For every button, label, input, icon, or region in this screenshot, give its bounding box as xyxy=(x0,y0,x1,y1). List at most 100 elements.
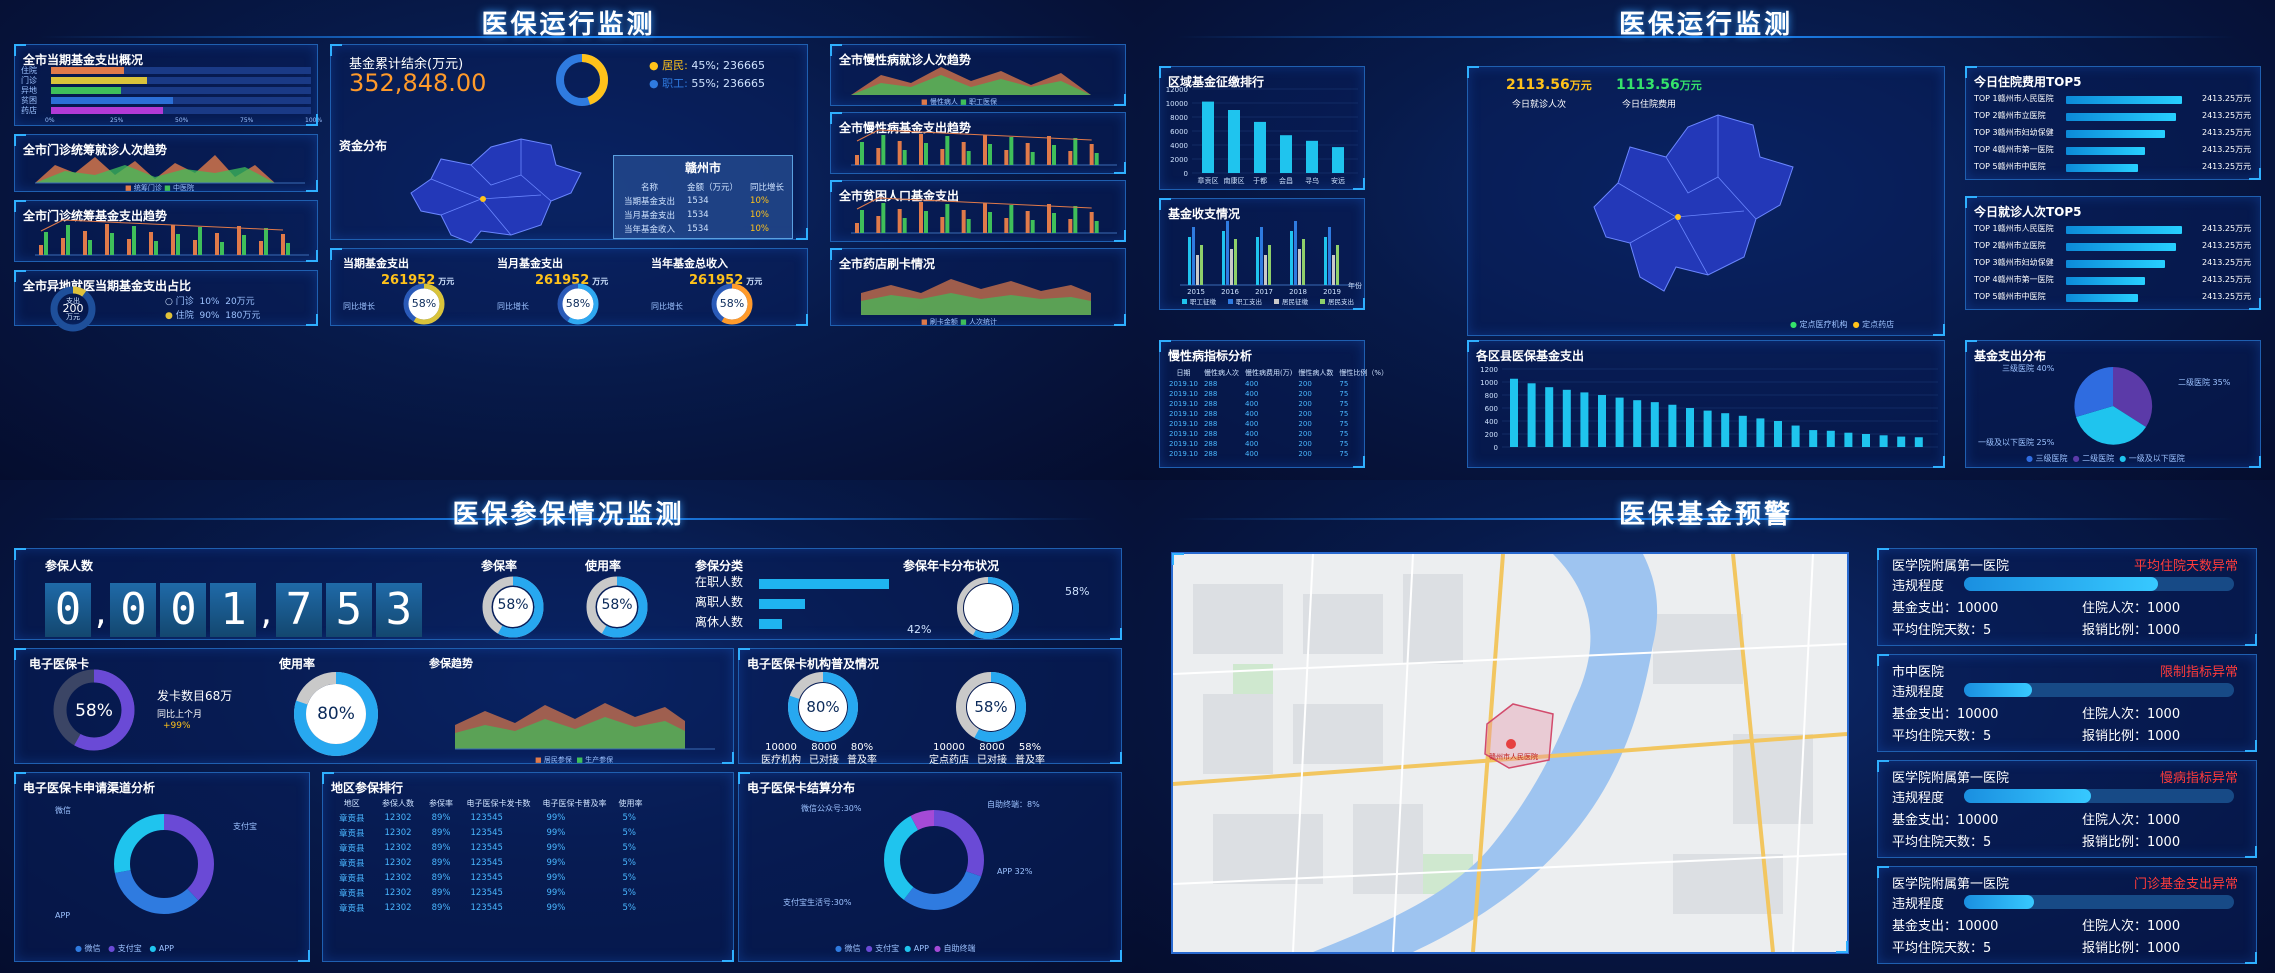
kpi-donut xyxy=(403,283,445,325)
table-cell: 75 xyxy=(1339,440,1349,448)
legend-pct: 55%; xyxy=(691,77,720,90)
kpi-label: 当月基金支出 xyxy=(497,257,563,270)
expense-bar xyxy=(51,67,124,74)
stat-label: 今日住院费用 xyxy=(1622,100,1677,110)
kpi-label: 当期基金支出 xyxy=(343,257,409,270)
org-num: 10000 xyxy=(765,742,797,753)
table-cell: 99% xyxy=(546,842,566,853)
ratio-name: 住院 xyxy=(175,311,194,321)
table-cell: 123545 xyxy=(470,887,503,898)
legend-label: 中医院 xyxy=(172,184,194,192)
tip-header: 金额（万元） xyxy=(687,183,739,193)
bar xyxy=(1089,212,1094,233)
tick-label: 0% xyxy=(45,117,55,124)
bar xyxy=(154,241,158,255)
table-row: 2019.10 288 400 200 75 xyxy=(1166,419,1391,429)
bar xyxy=(1009,205,1014,233)
stat-unit: 万元 xyxy=(1569,79,1592,92)
kpi-sub: 同比增长 xyxy=(343,302,375,311)
dashboard-warning: 医保基金预警 赣州市人民医院 医学院附属第一医院 平均住院天数异常 违规程度 基金支出… xyxy=(1137,480,2275,973)
x-tick: 2016 xyxy=(1221,288,1239,296)
org-pct: 58% xyxy=(974,698,1008,716)
table-cell: 123545 xyxy=(470,827,503,838)
fund-donut xyxy=(556,54,608,106)
alert-metric: 报销比例：1000 xyxy=(2082,835,2181,850)
top-bar xyxy=(2066,113,2177,121)
alert-metric: 基金支出：10000 xyxy=(1892,601,1999,616)
ganzhou-map[interactable] xyxy=(1568,107,1848,317)
bar xyxy=(983,203,987,233)
top-bar xyxy=(2066,164,2138,172)
table-cell: 89% xyxy=(431,872,451,883)
tick-label: 50% xyxy=(175,117,189,124)
table-cell: 5% xyxy=(622,842,636,853)
panel-poverty-spend: 全市贫困人口基金支出 xyxy=(830,180,1126,242)
county-bar xyxy=(1826,430,1835,447)
panel-street-map[interactable]: 赣州市人民医院 xyxy=(1171,552,1849,954)
legend-label: 居民支出 xyxy=(1328,297,1354,306)
ratio-donut xyxy=(50,286,96,332)
violation-track xyxy=(1964,895,2234,909)
bar xyxy=(860,142,864,165)
bar xyxy=(961,142,966,165)
alert-card[interactable]: 医学院附属第一医院 平均住院天数异常 违规程度 基金支出：10000 住院人次：1000… xyxy=(1877,548,2257,646)
table-cell: 400 xyxy=(1244,400,1259,408)
alert-card[interactable]: 市中医院 限制指标异常 违规程度 基金支出：10000 住院人次：1000 平均住院天数：… xyxy=(1877,654,2257,752)
top-label: TOP 1赣州市人民医院 xyxy=(1974,94,2054,103)
bar xyxy=(1068,219,1073,233)
insured-rate-donut xyxy=(482,576,544,638)
legend-label: 刷卡金额 xyxy=(929,318,958,326)
table-cell: 200 xyxy=(1298,420,1312,428)
ganzhou-map[interactable] xyxy=(381,135,641,245)
tip-header: 名称 xyxy=(641,183,659,193)
bar xyxy=(876,216,881,233)
pharmacy-area-chart xyxy=(861,279,1091,315)
rank-bar xyxy=(1306,140,1318,173)
stat-value: 1113.56 xyxy=(1616,77,1680,93)
alert-metric: 平均住院天数：5 xyxy=(1892,623,1992,638)
table-cell: 5% xyxy=(622,812,636,823)
bar xyxy=(39,245,43,255)
bar-track xyxy=(51,97,311,104)
bar xyxy=(1004,150,1009,165)
violation-fill xyxy=(1964,789,2091,803)
alert-card[interactable]: 医学院附属第一医院 门诊基金支出异常 违规程度 基金支出：10000 住院人次：1000… xyxy=(1877,866,2257,964)
tick-label: 75% xyxy=(240,117,254,124)
age-pct: 42% xyxy=(907,623,932,636)
panel-title: 电子医保卡机构普及情况 xyxy=(747,657,880,671)
table-cell: 123545 xyxy=(470,842,503,853)
table-cell: 288 xyxy=(1203,390,1218,398)
street-map[interactable] xyxy=(1172,553,1848,953)
kpi-sub: 同比增长 xyxy=(651,302,683,311)
bar-track xyxy=(51,77,311,84)
bar xyxy=(945,136,950,165)
panel-title: 基金支出分布 xyxy=(1974,349,2047,363)
top-bar xyxy=(2066,260,2165,268)
table-cell: 89% xyxy=(431,857,451,868)
legend-num: 236665 xyxy=(722,59,765,72)
table-header: 参保率 xyxy=(429,799,454,808)
bar xyxy=(1030,220,1035,233)
top-label: TOP 4赣州市第一医院 xyxy=(1974,145,2054,154)
rate-label: 使用率 xyxy=(585,559,622,573)
bar-track xyxy=(51,87,311,94)
ecard-yoy-value: +99% xyxy=(163,721,191,731)
fund-balance-label: 基金累计结余(万元) xyxy=(349,57,464,72)
title-underline xyxy=(40,36,1097,38)
income-bar xyxy=(1260,227,1263,285)
table-cell: 200 xyxy=(1298,430,1312,438)
bar xyxy=(966,219,971,233)
table-row: 章贡县 12302 89% 123545 99% 5% xyxy=(329,900,648,915)
table-cell: 200 xyxy=(1298,440,1312,448)
table-cell: 400 xyxy=(1244,430,1259,438)
top-value: 2413.25万元 xyxy=(2202,275,2252,284)
alert-card[interactable]: 医学院附属第一医院 慢病指标异常 违规程度 基金支出：10000 住院人次：1000 平均… xyxy=(1877,760,2257,858)
bar xyxy=(193,240,197,255)
county-bar xyxy=(1809,430,1818,447)
kpi-unit: 万元 xyxy=(592,277,609,286)
top-label: TOP 2赣州市立医院 xyxy=(1974,241,2046,250)
table-cell: 75 xyxy=(1339,420,1349,428)
usage-pct: 80% xyxy=(317,704,355,724)
bar-track xyxy=(51,107,311,114)
panel-title: 今日就诊人次TOP5 xyxy=(1974,205,2082,219)
